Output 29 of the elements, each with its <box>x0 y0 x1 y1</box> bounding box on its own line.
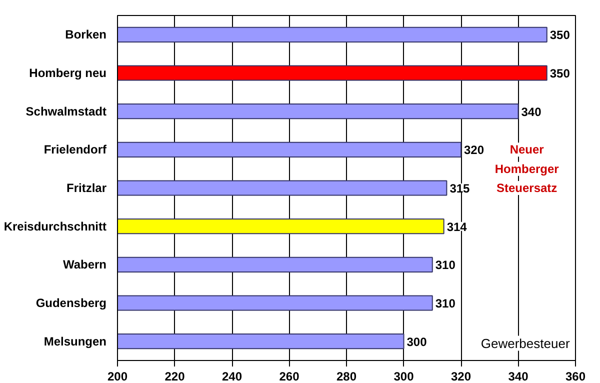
x-tick-label: 360 <box>565 370 586 383</box>
x-tick-label: 260 <box>279 370 300 383</box>
y-tick-label: Kreisdurchschnitt <box>4 219 107 234</box>
y-tick-label: Wabern <box>62 258 107 272</box>
data-label: 300 <box>406 334 428 349</box>
x-tick-label: 340 <box>508 370 529 383</box>
x-tick-label: 200 <box>107 370 128 383</box>
x-tick-label: 320 <box>450 370 472 383</box>
data-label: 340 <box>521 104 542 119</box>
data-label: 315 <box>450 182 470 196</box>
y-tick-label: Melsungen <box>44 334 106 348</box>
data-label: 310 <box>435 296 456 310</box>
y-tick-label: Frielendorf <box>44 142 108 157</box>
x-tick-label: 240 <box>222 370 242 383</box>
data-label: 320 <box>464 143 484 158</box>
y-tick-label: Schwalmstadt <box>26 104 107 118</box>
x-tick-label: 300 <box>394 370 414 383</box>
y-tick-label: Homberg neu <box>29 66 107 80</box>
x-tick-label: 280 <box>336 370 357 383</box>
annotation: Gewerbesteuer <box>480 336 570 351</box>
data-label: 310 <box>435 258 456 272</box>
data-label: 350 <box>550 28 570 42</box>
y-tick-label: Fritzlar <box>66 181 107 195</box>
y-tick-label: Borken <box>65 28 106 42</box>
y-tick-label: Gudensberg <box>36 296 107 310</box>
data-label: 314 <box>446 220 468 234</box>
data-label: 350 <box>550 66 570 80</box>
annotation: Neuer Homberger Steuersatz <box>494 142 560 195</box>
x-tick-label: 220 <box>164 370 186 383</box>
